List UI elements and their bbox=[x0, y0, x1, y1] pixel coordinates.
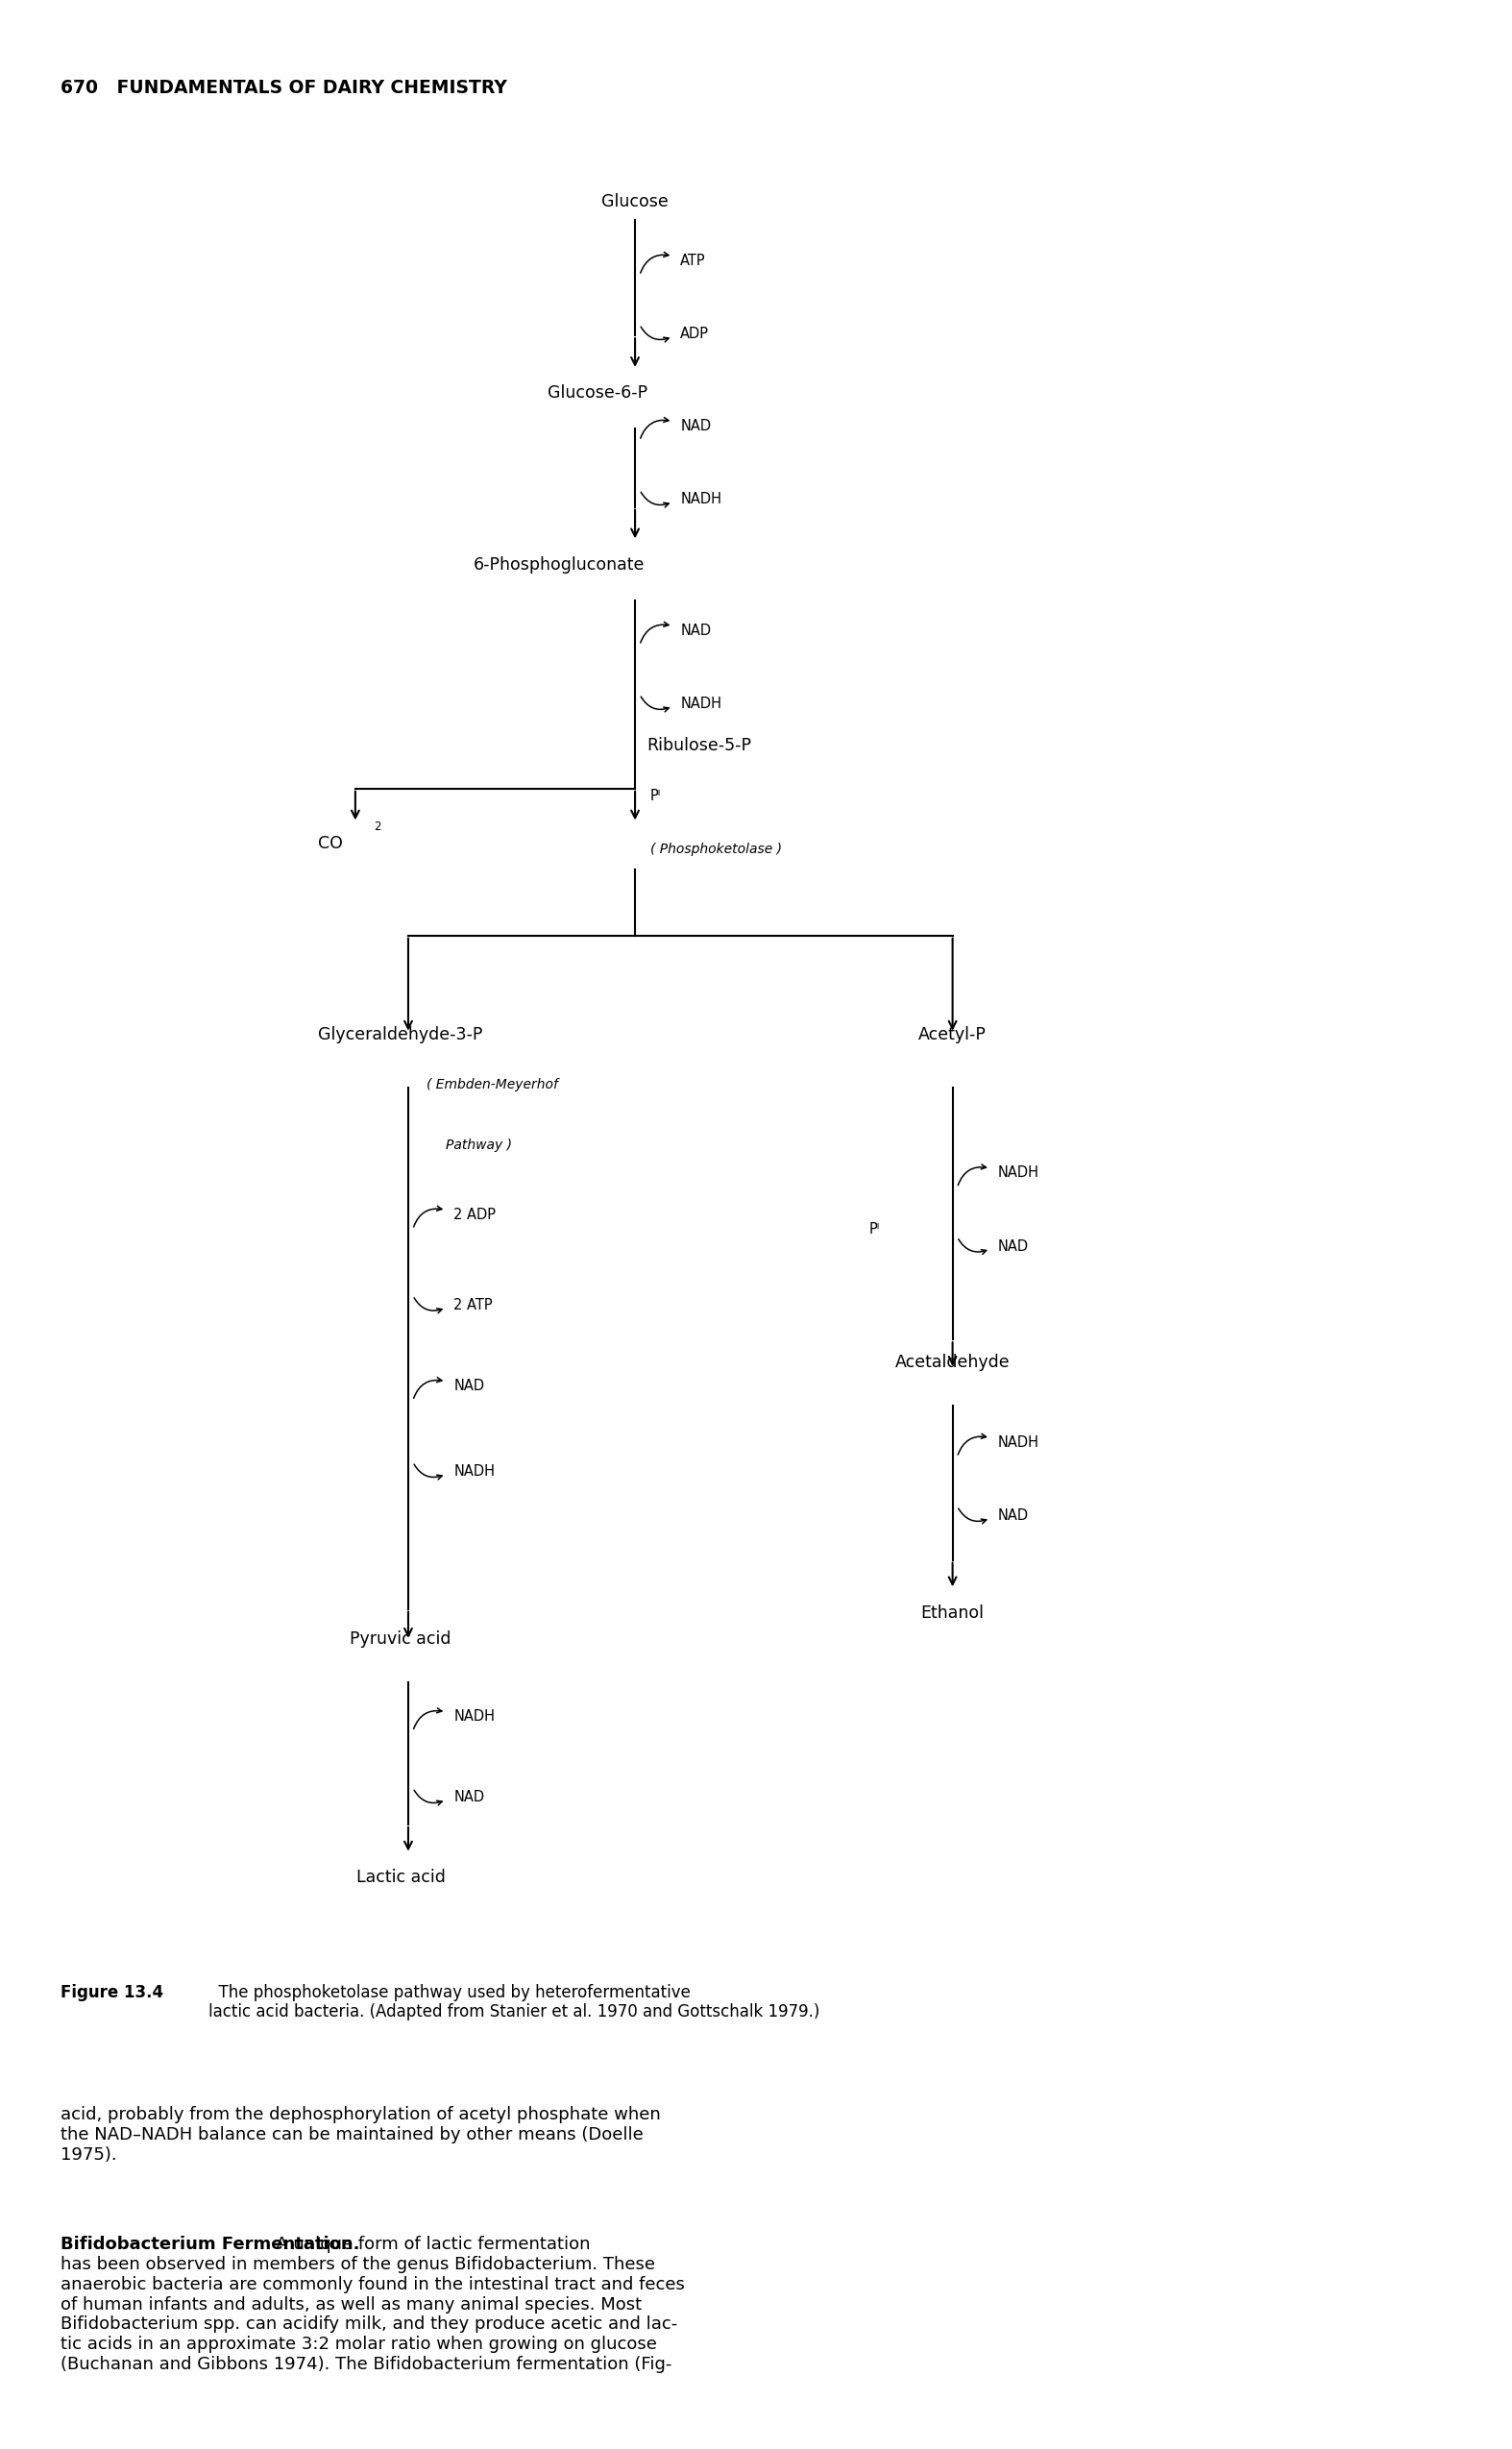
Text: acid, probably from the dephosphorylation of acetyl phosphate when
the NAD–NADH : acid, probably from the dephosphorylatio… bbox=[60, 2106, 661, 2162]
Text: 670   FUNDAMENTALS OF DAIRY CHEMISTRY: 670 FUNDAMENTALS OF DAIRY CHEMISTRY bbox=[60, 78, 507, 96]
Text: NADH: NADH bbox=[680, 492, 721, 507]
Text: NAD: NAD bbox=[680, 419, 711, 433]
Text: ATP: ATP bbox=[680, 255, 706, 267]
Text: CO: CO bbox=[319, 835, 343, 852]
Text: Acetaldehyde: Acetaldehyde bbox=[895, 1354, 1010, 1371]
Text: NADH: NADH bbox=[454, 1465, 494, 1479]
Text: Glucose-6-P: Glucose-6-P bbox=[547, 384, 647, 402]
Text: Lactic acid: Lactic acid bbox=[355, 1869, 446, 1886]
Text: A unique form of lactic fermentation
has been observed in members of the genus ​: A unique form of lactic fermentation has… bbox=[60, 2236, 685, 2373]
Text: Pᴵ: Pᴵ bbox=[650, 789, 661, 803]
Text: 2 ATP: 2 ATP bbox=[454, 1298, 493, 1313]
Text: Ethanol: Ethanol bbox=[921, 1604, 984, 1621]
Text: NADH: NADH bbox=[454, 1709, 494, 1724]
Text: 2: 2 bbox=[373, 820, 381, 833]
Text: Pᴵ: Pᴵ bbox=[869, 1222, 880, 1237]
Text: ADP: ADP bbox=[680, 328, 709, 340]
Text: 6-Phosphogluconate: 6-Phosphogluconate bbox=[473, 556, 646, 573]
Text: Acetyl-P: Acetyl-P bbox=[918, 1026, 987, 1043]
Text: NADH: NADH bbox=[680, 698, 721, 710]
Text: ( Phosphoketolase ): ( Phosphoketolase ) bbox=[650, 842, 782, 855]
Text: NADH: NADH bbox=[998, 1166, 1039, 1180]
Text: Bifidobacterium Fermentation.: Bifidobacterium Fermentation. bbox=[60, 2236, 360, 2253]
Text: Glucose: Glucose bbox=[602, 193, 668, 211]
Text: The phosphoketolase pathway used by heterofermentative
lactic acid bacteria. (Ad: The phosphoketolase pathway used by hete… bbox=[209, 1984, 820, 2020]
Text: ( Embden-Meyerhof: ( Embden-Meyerhof bbox=[426, 1078, 558, 1090]
Text: Figure 13.4: Figure 13.4 bbox=[60, 1984, 163, 2001]
Text: NADH: NADH bbox=[998, 1435, 1039, 1450]
Text: NAD: NAD bbox=[454, 1790, 484, 1805]
Text: NAD: NAD bbox=[680, 624, 711, 637]
Text: NAD: NAD bbox=[998, 1239, 1028, 1254]
Text: NAD: NAD bbox=[454, 1379, 484, 1393]
Text: 2 ADP: 2 ADP bbox=[454, 1207, 496, 1222]
Text: Ribulose-5-P: Ribulose-5-P bbox=[647, 737, 751, 754]
Text: NAD: NAD bbox=[998, 1509, 1028, 1523]
Text: Pathway ): Pathway ) bbox=[446, 1139, 513, 1151]
Text: Glyceraldehyde-3-P: Glyceraldehyde-3-P bbox=[319, 1026, 482, 1043]
Text: Pyruvic acid: Pyruvic acid bbox=[349, 1631, 452, 1648]
